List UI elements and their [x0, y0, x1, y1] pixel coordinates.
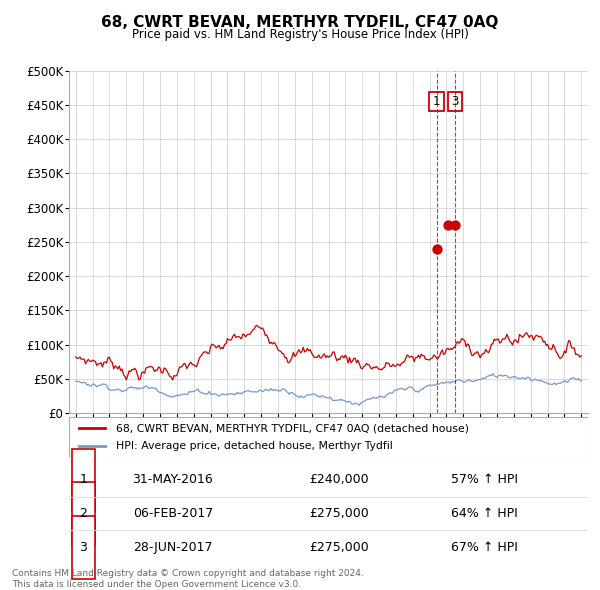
Text: 68, CWRT BEVAN, MERTHYR TYDFIL, CF47 0AQ: 68, CWRT BEVAN, MERTHYR TYDFIL, CF47 0AQ [101, 15, 499, 30]
Text: 1: 1 [79, 473, 87, 487]
Text: £240,000: £240,000 [309, 473, 368, 487]
Text: 67% ↑ HPI: 67% ↑ HPI [451, 540, 518, 554]
Text: 2: 2 [79, 507, 87, 520]
Text: 57% ↑ HPI: 57% ↑ HPI [451, 473, 518, 487]
Text: 28-JUN-2017: 28-JUN-2017 [133, 540, 212, 554]
Text: 68, CWRT BEVAN, MERTHYR TYDFIL, CF47 0AQ (detached house): 68, CWRT BEVAN, MERTHYR TYDFIL, CF47 0AQ… [116, 424, 469, 434]
Point [450, 220, 460, 230]
Text: £275,000: £275,000 [309, 540, 369, 554]
Text: £275,000: £275,000 [309, 507, 369, 520]
Text: Contains HM Land Registry data © Crown copyright and database right 2024.
This d: Contains HM Land Registry data © Crown c… [12, 569, 364, 589]
Text: 3: 3 [79, 540, 87, 554]
Text: 3: 3 [451, 95, 458, 108]
FancyBboxPatch shape [71, 448, 95, 512]
Text: 1: 1 [433, 95, 440, 108]
Text: 06-FEB-2017: 06-FEB-2017 [133, 507, 213, 520]
Text: 64% ↑ HPI: 64% ↑ HPI [451, 507, 518, 520]
FancyBboxPatch shape [71, 482, 95, 545]
Text: Price paid vs. HM Land Registry's House Price Index (HPI): Price paid vs. HM Land Registry's House … [131, 28, 469, 41]
FancyBboxPatch shape [69, 417, 588, 457]
Point [432, 244, 442, 254]
FancyBboxPatch shape [71, 516, 95, 579]
Text: 31-MAY-2016: 31-MAY-2016 [133, 473, 213, 487]
Text: HPI: Average price, detached house, Merthyr Tydfil: HPI: Average price, detached house, Mert… [116, 441, 392, 451]
Point [443, 220, 453, 230]
